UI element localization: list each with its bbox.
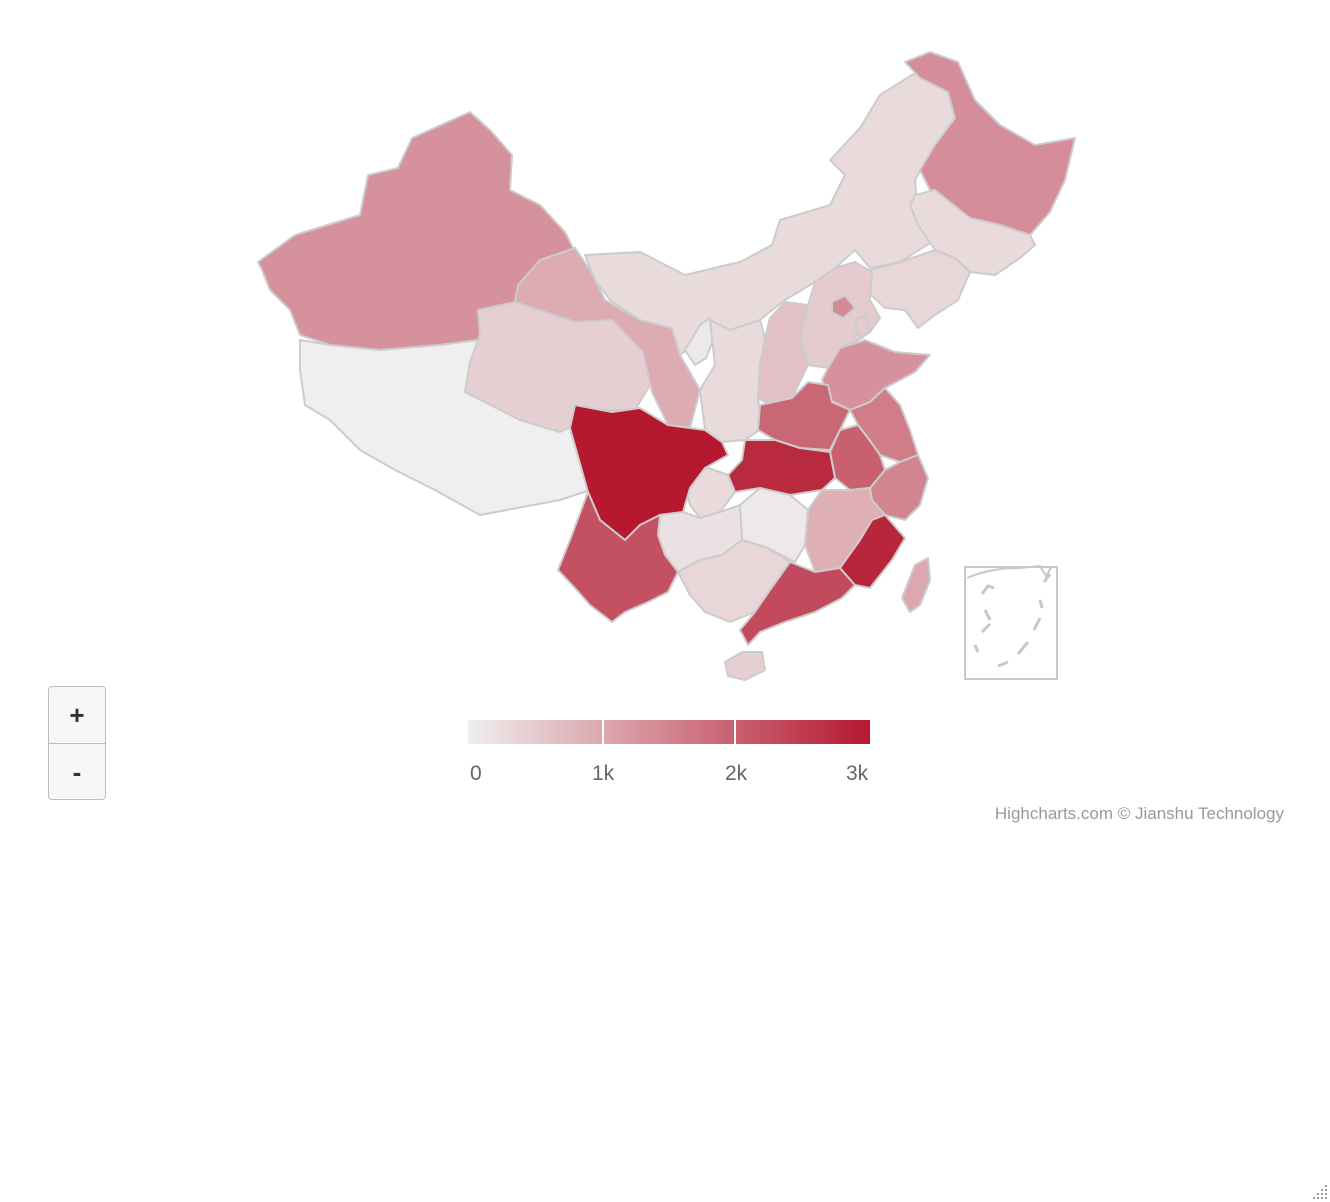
zoom-in-button[interactable]: + — [69, 699, 85, 730]
region-ningxia[interactable] — [684, 317, 715, 366]
region-beijing[interactable] — [831, 295, 856, 319]
zoom-controls: + - — [48, 686, 106, 800]
resize-handle-icon[interactable] — [1310, 1182, 1328, 1200]
regions — [257, 51, 1076, 681]
region-yunnan[interactable] — [557, 491, 679, 623]
region-gansu[interactable] — [514, 247, 701, 429]
legend-tick-label: 1k — [592, 762, 615, 785]
credits-link[interactable]: Highcharts.com © Jianshu Technology — [994, 804, 1284, 823]
south-china-sea-inset — [964, 564, 1058, 680]
zoom-out-button[interactable]: - — [49, 743, 105, 799]
region-henan[interactable] — [757, 381, 851, 451]
legend-tick-label: 2k — [725, 762, 748, 785]
region-jilin[interactable] — [909, 189, 1036, 276]
region-tianjin[interactable] — [854, 315, 871, 339]
legend-gradient-bar — [468, 720, 870, 744]
region-hubei[interactable] — [727, 439, 836, 496]
region-hainan[interactable] — [724, 651, 766, 681]
region-taiwan[interactable] — [901, 557, 931, 613]
legend-tick-label: 0 — [470, 762, 482, 785]
legend-tick-label: 3k — [846, 762, 869, 785]
color-legend — [468, 720, 870, 744]
region-inner-mongolia[interactable] — [584, 69, 956, 356]
region-fujian[interactable] — [839, 514, 906, 589]
